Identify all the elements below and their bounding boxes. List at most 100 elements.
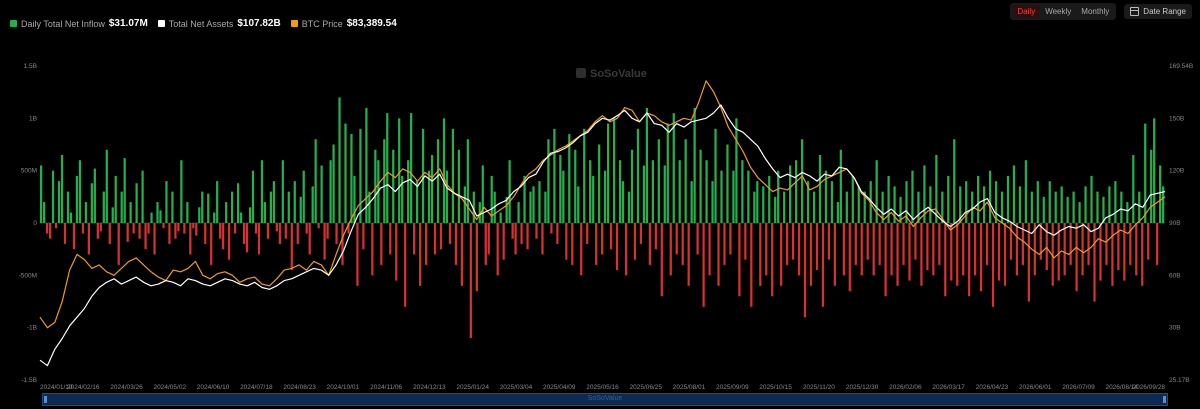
inflow-bar xyxy=(174,223,177,239)
inflow-bar xyxy=(320,165,323,223)
inflow-bar xyxy=(1060,186,1063,223)
inflow-bar xyxy=(615,223,619,271)
inflow-bar xyxy=(612,118,616,223)
inflow-bar xyxy=(153,223,156,255)
inflow-bar xyxy=(842,223,845,276)
legend-item-daily-inflow[interactable]: Daily Total Net Inflow $31.07M xyxy=(10,18,148,29)
inflow-bar xyxy=(75,175,79,223)
inflow-bar xyxy=(222,223,225,250)
inflow-bar xyxy=(535,223,538,239)
inflow-bar xyxy=(947,175,950,223)
navigator-right-handle[interactable] xyxy=(1163,396,1166,403)
period-daily-button[interactable]: Daily xyxy=(1013,5,1040,18)
inflow-bar xyxy=(657,139,660,223)
inflow-bar xyxy=(484,223,487,265)
inflow-bar xyxy=(198,207,201,223)
period-weekly-button[interactable]: Weekly xyxy=(1045,7,1072,16)
inflow-bar xyxy=(991,223,995,307)
inflow-bar xyxy=(845,191,848,223)
inflow-bar xyxy=(678,160,681,223)
inflow-bar xyxy=(1075,223,1078,292)
inflow-bar xyxy=(1063,223,1066,276)
inflow-bar xyxy=(245,223,249,253)
inflow-bar xyxy=(675,223,678,255)
inflow-bar xyxy=(1012,165,1016,223)
inflow-bar xyxy=(147,223,150,234)
inflow-bar xyxy=(529,191,532,223)
inflow-bar xyxy=(860,223,863,276)
inflow-bar xyxy=(666,123,669,223)
inflow-bar xyxy=(90,183,93,223)
inflow-bar xyxy=(413,223,416,255)
calendar-icon xyxy=(1130,7,1140,16)
inflow-bar xyxy=(917,191,920,223)
inflow-bar xyxy=(589,160,592,223)
x-tick-label: 2024/12/13 xyxy=(413,384,446,391)
inflow-bar xyxy=(478,202,481,223)
inflow-bar xyxy=(389,223,392,255)
inflow-chart[interactable]: SoSoValue 1.5B 1B 500M 0 -500M -1B -1.5B 169.5… xyxy=(0,0,1200,393)
inflow-bar xyxy=(87,223,90,255)
inflow-bar xyxy=(753,191,756,223)
date-range-button[interactable]: Date Range xyxy=(1124,4,1192,19)
y-left-tick-label: -500M xyxy=(19,272,37,279)
inflow-bar xyxy=(1093,223,1096,302)
inflow-bar xyxy=(1066,196,1069,223)
inflow-bar xyxy=(687,223,690,286)
inflow-bar xyxy=(123,158,126,223)
inflow-bar xyxy=(786,223,789,265)
inflow-bar xyxy=(717,223,720,286)
inflow-bar xyxy=(708,223,711,276)
inflow-bar xyxy=(690,181,693,223)
inflow-bar xyxy=(797,223,801,276)
inflow-bar xyxy=(284,223,287,239)
y-axis-left: 1.5B 1B 500M 0 -500M -1B -1.5B xyxy=(19,63,38,384)
inflow-bar xyxy=(777,170,780,223)
inflow-bar xyxy=(866,223,869,260)
inflow-bar xyxy=(78,160,82,223)
inflow-bar xyxy=(317,223,320,229)
inflow-bar xyxy=(374,149,377,223)
inflow-bar xyxy=(696,223,699,255)
inflow-bar xyxy=(768,175,771,223)
inflow-bar xyxy=(228,223,231,260)
inflow-bar xyxy=(857,186,860,223)
x-tick-label: 2025/12/30 xyxy=(846,384,879,391)
inflow-bar xyxy=(451,128,455,223)
inflow-bar xyxy=(269,191,273,223)
inflow-bar xyxy=(932,223,935,276)
inflow-bar xyxy=(959,186,962,223)
inflow-bar xyxy=(475,223,478,292)
range-navigator[interactable]: SoSoValue xyxy=(42,393,1168,406)
inflow-bar xyxy=(911,170,914,223)
inflow-bar xyxy=(1003,223,1007,286)
period-monthly-button[interactable]: Monthly xyxy=(1081,7,1110,16)
inflow-bar xyxy=(875,160,878,223)
legend-item-btc-price[interactable]: BTC Price $83,389.54 xyxy=(290,18,397,29)
chart-legend: Daily Total Net Inflow $31.07M Total Net… xyxy=(10,18,397,29)
inflow-bar xyxy=(424,223,428,265)
x-tick-label: 2024/06/10 xyxy=(197,384,230,391)
inflow-bar xyxy=(42,202,46,223)
inflow-bar xyxy=(520,223,523,244)
inflow-bar xyxy=(204,223,207,244)
inflow-bar xyxy=(383,139,386,223)
inflow-bar xyxy=(1156,223,1159,265)
inflow-bar xyxy=(442,118,446,223)
inflow-bar xyxy=(1030,191,1033,223)
inflow-bar xyxy=(681,223,684,265)
inflow-bar xyxy=(1132,154,1135,223)
inflow-bar xyxy=(598,144,601,223)
inflow-bar xyxy=(979,223,983,292)
legend-label-net-assets: Total Net Assets xyxy=(168,18,234,29)
inflow-bar xyxy=(1120,191,1123,223)
inflow-bar xyxy=(890,223,893,276)
legend-item-net-assets[interactable]: Total Net Assets $107.82B xyxy=(157,18,281,29)
watermark: SoSoValue xyxy=(576,68,647,80)
inflow-bar xyxy=(481,165,484,223)
inflow-bar xyxy=(854,223,857,265)
y-right-tick-label: 60B xyxy=(1169,272,1181,279)
inflow-bar xyxy=(162,223,165,229)
inflow-bar xyxy=(1147,223,1150,260)
navigator-left-handle[interactable] xyxy=(44,396,47,403)
